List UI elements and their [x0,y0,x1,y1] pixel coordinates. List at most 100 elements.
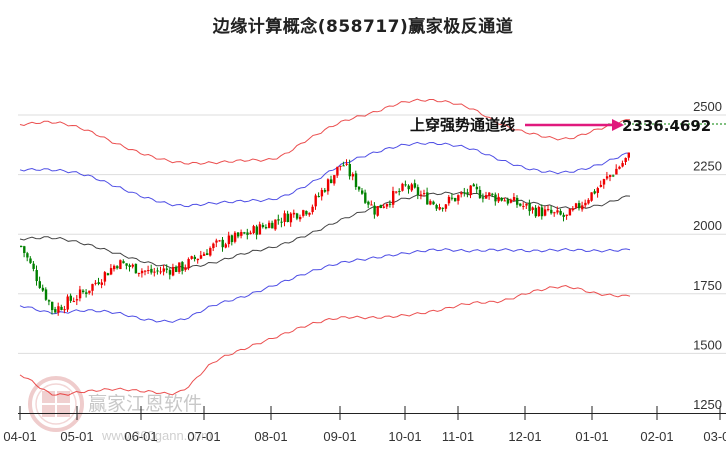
candle-body [41,287,45,291]
candle-body [230,235,234,243]
candle-body [206,253,209,255]
candle-body [193,256,196,260]
axes [18,406,726,420]
candle-body [413,183,417,188]
candle-body [156,270,159,272]
candle-body [379,204,382,209]
candle-body [280,221,283,223]
candle-body [215,240,218,243]
candlesticks [20,152,630,316]
candle-body [556,210,559,213]
candle-body [330,179,333,184]
candle-body [398,191,401,193]
candle-body [444,204,448,209]
candle-body [612,175,615,177]
candle-body [44,289,48,300]
candle-body [509,199,513,203]
candle-body [562,214,565,217]
candle-body [184,267,187,270]
x-tick-label: 04-01 [3,429,36,444]
candle-body [543,209,547,216]
candle-body [277,219,280,221]
candle-body [252,226,255,234]
candle-body [596,188,599,193]
watermark: 赢家江恩软件 www.360gann.com [28,376,212,443]
candle-body [168,270,172,275]
candle-body [137,272,141,274]
candle-body [326,179,330,192]
candle-body [292,212,296,215]
candle-body [122,261,125,264]
candle-body [478,189,482,199]
candle-body [57,306,60,313]
candle-body [357,186,361,190]
candle-body [224,244,227,248]
candle-body [354,173,358,188]
candle-body [491,193,494,195]
candle-body [54,309,57,313]
candle-body [364,192,367,203]
candle-body [314,195,317,207]
candle-body [401,183,404,191]
candle-body [481,197,485,199]
candle-body [534,207,537,217]
candle-body [506,199,510,204]
candle-body [26,253,29,258]
candle-body [218,240,221,242]
candle-body [463,192,466,194]
candle-body [475,186,479,190]
candle-body [131,264,134,267]
candle-body [202,253,206,256]
candle-body [382,206,386,208]
candle-body [320,190,324,197]
candle-body [525,203,528,206]
candle-body [624,157,627,163]
candle-body [221,239,224,248]
candle-body [419,194,423,196]
candle-body [159,271,162,273]
candle-body [295,213,299,219]
candle-body [432,201,435,205]
candle-body [438,206,441,210]
grid-lines [18,114,726,354]
candle-body [240,232,243,236]
candle-body [494,194,497,202]
watermark-brand: 赢家江恩软件 [88,393,202,415]
x-tick-label: 07-01 [187,429,220,444]
candle-body [339,165,342,167]
candle-body [113,265,116,270]
upper-outer-channel-line [19,98,631,165]
candle-body [584,202,587,206]
candle-body [162,268,165,272]
upper-inner-channel-line [19,141,630,208]
candle-body [404,184,407,186]
candle-body [153,271,156,273]
candle-body [488,192,491,196]
candle-body [528,202,531,212]
candle-body [342,165,345,167]
candle-body [255,226,258,235]
candle-body [60,306,63,310]
candle-body [274,219,277,230]
candle-body [376,206,379,216]
candle-body [609,175,612,177]
x-tick-label: 12-01 [508,429,541,444]
watermark-url: www.360gann.com [101,428,212,443]
candle-body [147,270,150,272]
candle-body [333,175,336,184]
candle-body [119,260,122,270]
candle-body [503,200,506,202]
y-tick-label: 1250 [693,397,722,412]
candle-body [423,193,426,195]
candle-body [106,273,110,276]
x-tick-label: 02-01 [640,429,673,444]
x-tick-label: 10-01 [388,429,421,444]
candle-body [351,174,355,177]
candle-body [237,232,240,237]
candle-body [497,196,500,202]
candle-body [128,265,131,268]
candle-body [441,207,444,209]
candle-body [516,197,519,205]
candle-body [587,199,590,204]
